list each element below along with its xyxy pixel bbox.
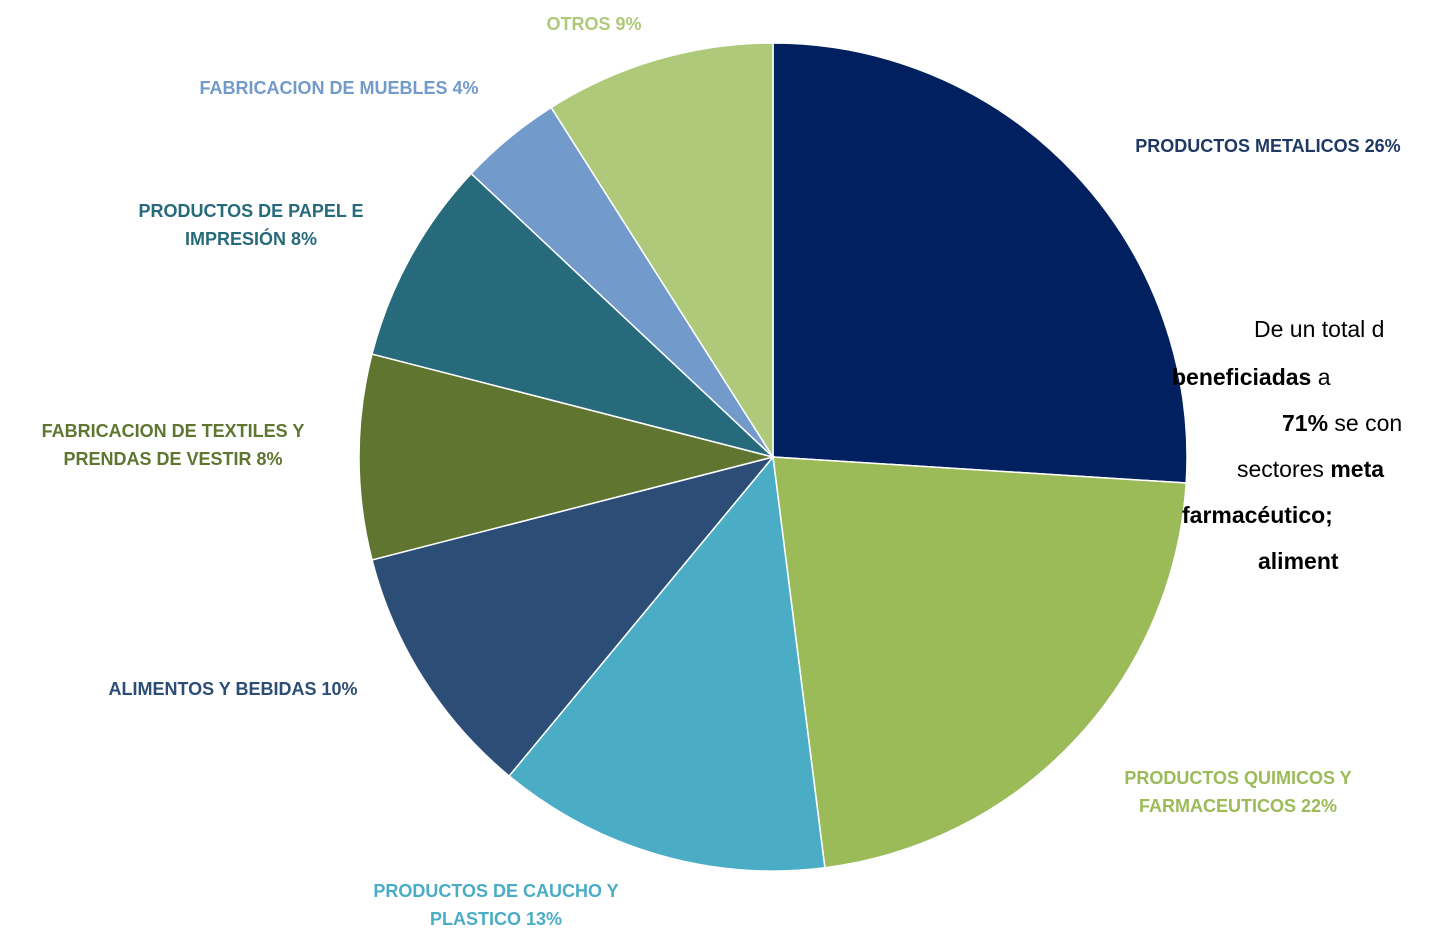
slice-label: FABRICACION DE MUEBLES 4% bbox=[169, 74, 509, 102]
annotation-text: farmacéutico; bbox=[1182, 502, 1333, 528]
value-label: 9% bbox=[615, 14, 642, 34]
pie-slice bbox=[772, 42, 1188, 484]
annotation-text: a bbox=[1311, 364, 1331, 390]
slice-label: PRODUCTOS DE PAPEL E IMPRESIÓN 8% bbox=[106, 197, 396, 253]
category-name: FABRICACION DE MUEBLES bbox=[199, 78, 448, 98]
annotation-text: sectores bbox=[1237, 456, 1331, 482]
pie-slice bbox=[371, 455, 776, 778]
pie-slice bbox=[550, 42, 774, 460]
value-label: 10% bbox=[321, 679, 358, 699]
annotation-line: aliment bbox=[1258, 548, 1339, 575]
slice-label: FABRICACION DE TEXTILES Y PRENDAS DE VES… bbox=[8, 417, 338, 473]
category-name: PRODUCTOS METALICOS bbox=[1135, 136, 1360, 156]
pie-slice bbox=[508, 455, 826, 872]
annotation-text: aliment bbox=[1258, 548, 1339, 574]
value-label: 26% bbox=[1364, 136, 1401, 156]
annotation-text: 71% bbox=[1282, 410, 1329, 436]
value-label: 4% bbox=[452, 78, 479, 98]
annotation-line: De un total d bbox=[1254, 316, 1384, 343]
annotation-line: sectores meta bbox=[1237, 456, 1384, 483]
category-name: ALIMENTOS Y BEBIDAS bbox=[108, 679, 317, 699]
value-label: 8% bbox=[291, 229, 318, 249]
slice-label: OTROS 9% bbox=[494, 10, 694, 38]
category-name: FABRICACION DE TEXTILES Y PRENDAS DE VES… bbox=[41, 421, 305, 469]
category-name: OTROS bbox=[546, 14, 611, 34]
category-name: PRODUCTOS DE PAPEL E IMPRESIÓN bbox=[138, 201, 364, 249]
pie-slice bbox=[772, 456, 1187, 869]
annotation-text: se con bbox=[1328, 410, 1403, 436]
value-label: 13% bbox=[526, 909, 563, 929]
annotation-line: 71% se con bbox=[1282, 410, 1402, 437]
annotation-line: beneficiadas a bbox=[1172, 364, 1331, 391]
value-label: 22% bbox=[1300, 796, 1338, 816]
annotation-text: meta bbox=[1330, 456, 1385, 482]
annotation-line: farmacéutico; bbox=[1182, 502, 1333, 529]
pie-slice bbox=[358, 353, 774, 561]
slice-label: ALIMENTOS Y BEBIDAS 10% bbox=[63, 675, 403, 703]
slice-label: PRODUCTOS METALICOS 26% bbox=[1098, 132, 1435, 160]
annotation-text: De un total d bbox=[1254, 316, 1385, 342]
category-name: PRODUCTOS DE CAUCHO Y PLASTICO bbox=[373, 881, 619, 929]
value-label: 8% bbox=[256, 449, 283, 469]
slice-label: PRODUCTOS DE CAUCHO Y PLASTICO 13% bbox=[341, 877, 651, 933]
category-name: PRODUCTOS QUIMICOS Y FARMACEUTICOS bbox=[1124, 768, 1352, 816]
annotation-text: beneficiadas bbox=[1172, 364, 1312, 390]
pie-slice bbox=[371, 172, 774, 458]
slice-label: PRODUCTOS QUIMICOS Y FARMACEUTICOS 22% bbox=[1088, 764, 1388, 820]
